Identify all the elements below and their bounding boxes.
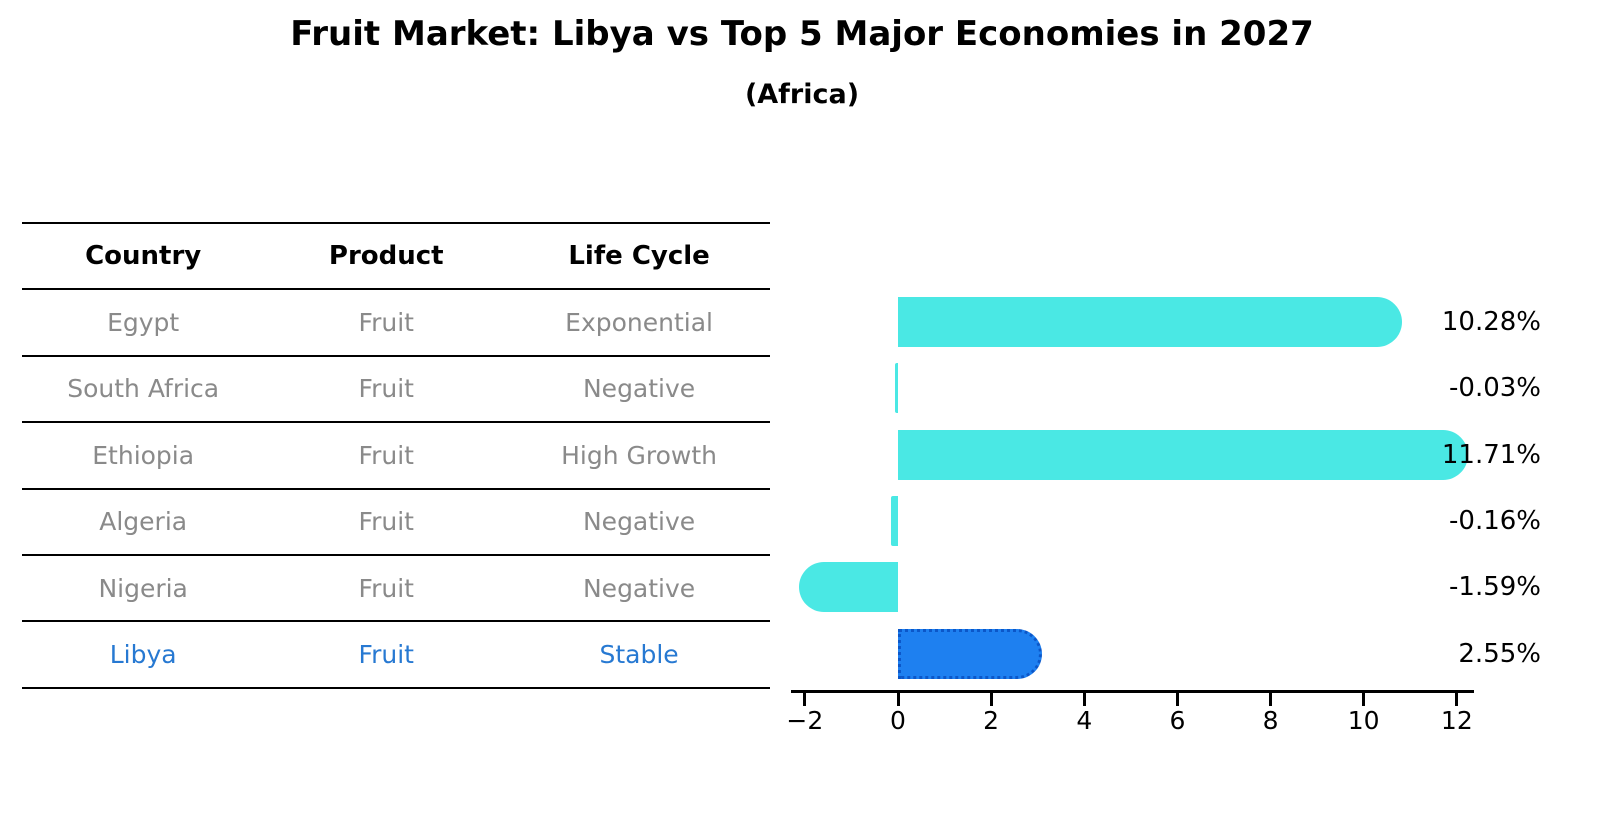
bar-algeria (890, 495, 898, 546)
comparison-table: Country Product Life Cycle Egypt Fruit Expon… (22, 222, 770, 689)
column-header-country: Country (85, 241, 202, 272)
bar-south-africa (895, 363, 898, 414)
x-tick-label-8: 8 (1262, 706, 1279, 735)
country-cell: South Africa (67, 374, 220, 404)
x-tick-label-0: 0 (890, 706, 906, 735)
life-cycle-cell: Exponential (565, 308, 713, 338)
plot-area (791, 222, 1474, 688)
x-tick-12 (1455, 693, 1459, 706)
bar-libya (898, 628, 1042, 679)
x-tick-label-10: 10 (1347, 706, 1380, 735)
value-label-libya: 2.55% (1458, 638, 1541, 669)
chart-subtitle: (Africa) (744, 79, 860, 110)
country-cell: Libya (109, 640, 177, 670)
product-cell: Fruit (358, 308, 414, 338)
life-cycle-cell: Negative (582, 573, 696, 603)
table-row-algeria: Algeria Fruit Negative (22, 490, 770, 556)
life-cycle-cell: Negative (582, 374, 696, 404)
life-cycle-cell: High Growth (561, 440, 718, 470)
column-header-life-cycle: Life Cycle (568, 241, 710, 272)
value-label-south-africa: -0.03% (1449, 373, 1541, 404)
x-tick-8 (1269, 693, 1273, 706)
x-tick-2 (989, 693, 993, 706)
x-tick-label-6: 6 (1169, 706, 1186, 735)
x-tick-6 (1175, 693, 1179, 706)
value-label-ethiopia: 11.71% (1441, 439, 1541, 470)
x-tick-10 (1362, 693, 1366, 706)
x-tick-label-2: 2 (983, 706, 1000, 735)
country-cell: Ethiopia (92, 440, 195, 470)
x-axis-line (791, 690, 1474, 693)
x-tick-label-12: 12 (1440, 706, 1473, 735)
country-cell: Egypt (107, 308, 180, 338)
country-cell: Nigeria (98, 573, 188, 603)
x-tick-4 (1082, 693, 1086, 706)
life-cycle-cell: Negative (582, 507, 696, 537)
value-label-algeria: -0.16% (1449, 505, 1541, 536)
table-row-south-africa: South Africa Fruit Negative (22, 357, 770, 424)
x-tick-0 (896, 693, 900, 706)
product-cell: Fruit (358, 374, 414, 404)
product-cell: Fruit (358, 640, 414, 670)
life-cycle-cell: Stable (599, 640, 679, 670)
bar-egypt (898, 296, 1402, 347)
product-cell: Fruit (358, 507, 414, 537)
bar-ethiopia (898, 429, 1469, 480)
x-tick--2 (803, 693, 807, 706)
chart-title: Fruit Market: Libya vs Top 5 Major Econo… (290, 14, 1314, 54)
table-row-libya: Libya Fruit Stable (22, 622, 770, 689)
x-tick-label-4: 4 (1076, 706, 1093, 735)
table-row-ethiopia: Ethiopia Fruit High Growth (22, 423, 770, 490)
product-cell: Fruit (358, 440, 414, 470)
product-cell: Fruit (358, 573, 414, 603)
table-row-nigeria: Nigeria Fruit Negative (22, 556, 770, 623)
bar-nigeria (798, 562, 898, 613)
x-tick-label--2: −2 (786, 706, 824, 735)
value-label-egypt: 10.28% (1441, 306, 1541, 337)
column-header-product: Product (328, 241, 444, 272)
country-cell: Algeria (99, 507, 188, 537)
table-header-row: Country Product Life Cycle (22, 224, 770, 291)
table-row-egypt: Egypt Fruit Exponential (22, 290, 770, 357)
value-label-nigeria: -1.59% (1449, 572, 1541, 603)
